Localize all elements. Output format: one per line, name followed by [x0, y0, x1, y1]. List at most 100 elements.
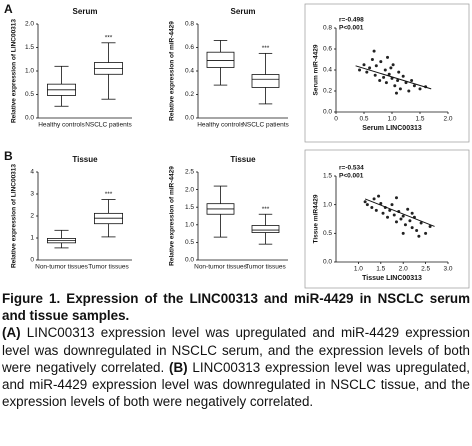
- significance: ***: [262, 45, 270, 52]
- annotation: r=-0.534: [339, 165, 364, 172]
- point: [383, 68, 387, 72]
- y-tick-label: 2.0: [25, 21, 34, 28]
- x-tick-label: 0.5: [359, 116, 368, 123]
- annotation: P<0.001: [339, 25, 364, 32]
- annotation: r=-0.498: [339, 17, 364, 24]
- point: [374, 208, 378, 212]
- caption-title: Figure 1. Expression of the LINC00313 an…: [2, 291, 470, 324]
- y-tick-label: 1.0: [25, 68, 34, 75]
- point: [363, 200, 367, 204]
- x-tick-label: 2.0: [399, 266, 408, 273]
- box: [251, 225, 280, 233]
- point: [418, 87, 422, 91]
- point: [401, 231, 405, 235]
- x-tick-label: NSCLC patients: [242, 122, 289, 129]
- y-tick-label: 3: [30, 191, 34, 198]
- x-axis-label: Serum LINC00313: [362, 125, 422, 132]
- chart-title: Serum: [231, 7, 256, 16]
- x-axis-label: Tissue LINC00313: [362, 275, 422, 282]
- significance: ***: [262, 206, 270, 213]
- point: [415, 228, 419, 232]
- point: [365, 70, 369, 74]
- x-tick-label: Tumor tissues: [88, 264, 129, 271]
- y-tick-label: 1: [30, 235, 34, 242]
- y-axis-label: Serum miR-4429: [313, 44, 320, 95]
- point: [378, 79, 382, 82]
- y-tick-label: 1.5: [323, 173, 332, 180]
- y-tick-label: 0.0: [323, 259, 332, 266]
- x-tick-label: 1.0: [387, 116, 396, 123]
- point: [406, 207, 410, 211]
- point: [410, 226, 414, 230]
- caption-text: LINC00313 expression level was upregulat…: [2, 359, 470, 410]
- point: [387, 72, 391, 76]
- point: [370, 58, 374, 61]
- x-tick-label: 1.5: [415, 116, 424, 123]
- point: [393, 84, 397, 88]
- annotation: P<0.001: [339, 173, 364, 180]
- y-tick-label: 1.5: [185, 204, 194, 211]
- x-tick-label: Non-tumor tissues: [35, 264, 88, 271]
- chart-title: Tissue: [230, 155, 256, 164]
- y-tick-label: 0.0: [185, 115, 194, 122]
- point: [358, 68, 362, 72]
- point: [379, 60, 383, 64]
- point: [379, 202, 383, 206]
- y-tick-label: 0.2: [185, 91, 194, 98]
- point: [386, 215, 390, 219]
- panel-frame: [304, 149, 470, 289]
- y-tick-label: 2: [30, 213, 34, 220]
- x-tick-label: 0: [334, 116, 338, 123]
- point: [373, 73, 377, 77]
- x-tick-label: 1.0: [354, 266, 363, 273]
- point: [370, 206, 374, 210]
- point: [398, 87, 402, 91]
- point: [368, 66, 372, 70]
- point: [381, 211, 385, 215]
- point: [424, 231, 428, 235]
- point: [362, 63, 366, 67]
- y-axis-label: Relative expression of LINC00313: [11, 164, 18, 268]
- point: [386, 55, 390, 59]
- box: [251, 74, 280, 88]
- point: [389, 66, 393, 70]
- point: [419, 221, 423, 225]
- x-tick-label: 1.5: [376, 266, 385, 273]
- panel-frame: [304, 3, 470, 143]
- y-tick-label: 0.4: [323, 67, 332, 74]
- point: [428, 224, 432, 228]
- y-tick-label: 0: [30, 257, 34, 264]
- point: [394, 196, 398, 200]
- significance: ***: [105, 191, 113, 198]
- y-axis-label: Relative expression of LINC00313: [11, 19, 18, 123]
- caption-label: (B): [169, 359, 188, 375]
- y-tick-label: 2.0: [185, 186, 194, 193]
- x-tick-label: Tumor tissues: [245, 264, 286, 271]
- point: [412, 84, 416, 88]
- point: [384, 81, 388, 85]
- point: [408, 219, 412, 223]
- point: [396, 79, 400, 82]
- point: [403, 223, 407, 227]
- x-tick-label: NSCLC patients: [85, 122, 132, 129]
- point: [388, 208, 392, 212]
- x-tick-label: 2.5: [421, 266, 430, 273]
- x-tick-label: Non-tumor tissues: [194, 264, 247, 271]
- fit-line: [355, 65, 432, 90]
- chart-title: Tissue: [72, 155, 98, 164]
- y-axis-label: Relative expression of miR-4429: [169, 21, 176, 121]
- point: [407, 89, 411, 93]
- point: [410, 79, 414, 82]
- y-tick-label: 0.0: [25, 115, 34, 122]
- x-tick-label: 2.0: [443, 116, 452, 123]
- y-tick-label: 0.0: [185, 257, 194, 264]
- y-tick-label: 1.0: [185, 222, 194, 229]
- y-tick-label: 0.4: [185, 68, 194, 75]
- y-tick-label: 0.0: [323, 109, 332, 116]
- point: [392, 213, 396, 217]
- significance: ***: [105, 35, 113, 42]
- y-tick-label: 0.8: [323, 25, 332, 32]
- y-tick-label: 1.0: [323, 201, 332, 208]
